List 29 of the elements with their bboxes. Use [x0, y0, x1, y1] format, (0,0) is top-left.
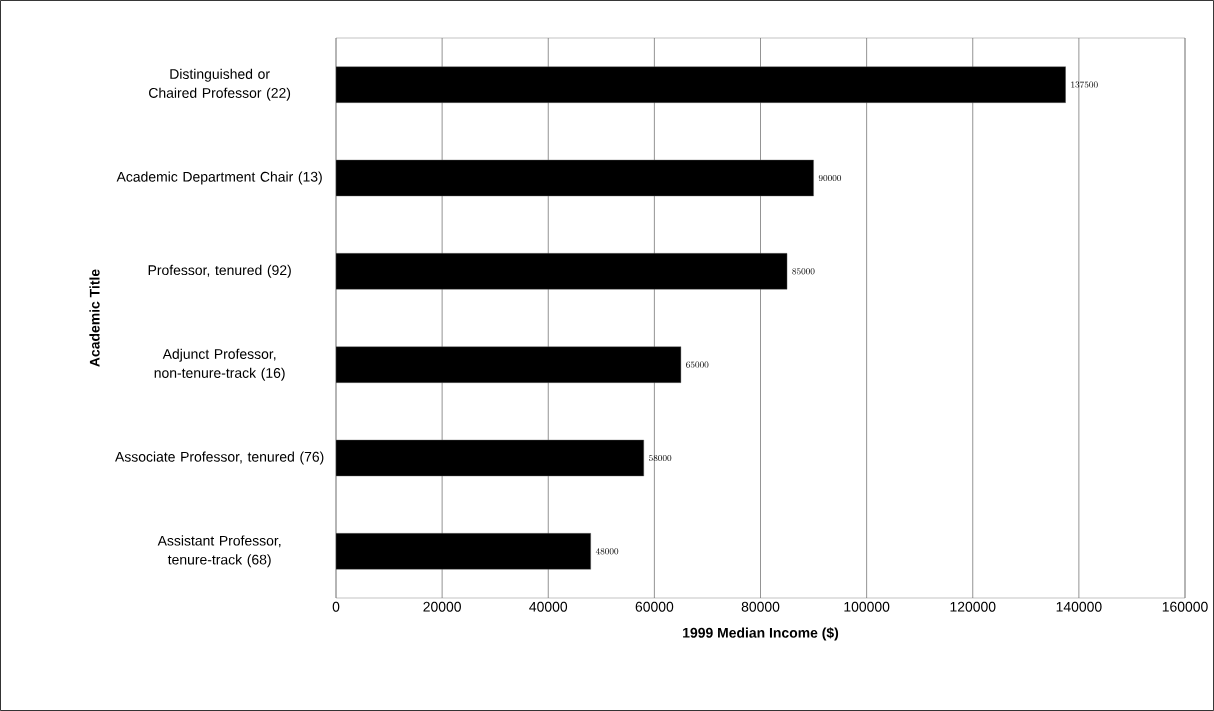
- x-tick-label: 80000: [741, 601, 780, 612]
- bar: [336, 346, 682, 383]
- data-label: 65000: [686, 361, 709, 368]
- x-tick-label: 60000: [635, 601, 674, 612]
- data-label: 85000: [792, 268, 815, 275]
- y-tick-label: Assistant Professor, tenure-track (68): [157, 535, 281, 568]
- x-tick-label: 120000: [950, 601, 996, 612]
- bar: [336, 253, 788, 290]
- x-tick-label: 140000: [1056, 601, 1102, 612]
- x-axis-title: 1999 Median Income ($): [683, 627, 839, 641]
- y-axis-title: Academic Title: [89, 269, 100, 367]
- x-tick-label: 20000: [423, 601, 461, 612]
- data-label: 48000: [595, 548, 619, 555]
- data-label: 58000: [649, 454, 672, 462]
- x-tick-label: 40000: [529, 601, 568, 612]
- y-tick-label: Associate Professor, tenured (76): [115, 451, 324, 465]
- bar: [336, 439, 644, 477]
- y-tick-label: Adjunct Professor, non-tenure-track (16): [154, 348, 285, 381]
- y-tick-label: Professor, tenured (92): [148, 264, 291, 278]
- y-tick-label: Academic Department Chair (13): [116, 171, 322, 185]
- data-label: 90000: [818, 174, 842, 182]
- x-tick-label: 160000: [1162, 601, 1208, 612]
- bar: [336, 533, 591, 570]
- x-tick-label: 100000: [844, 601, 890, 612]
- x-tick-label: 0: [332, 601, 340, 612]
- y-tick-label: Distinguished or Chaired Professor (22): [149, 68, 291, 101]
- bar: [336, 66, 1066, 103]
- bar: [336, 159, 814, 197]
- data-label: 137500: [1071, 81, 1098, 88]
